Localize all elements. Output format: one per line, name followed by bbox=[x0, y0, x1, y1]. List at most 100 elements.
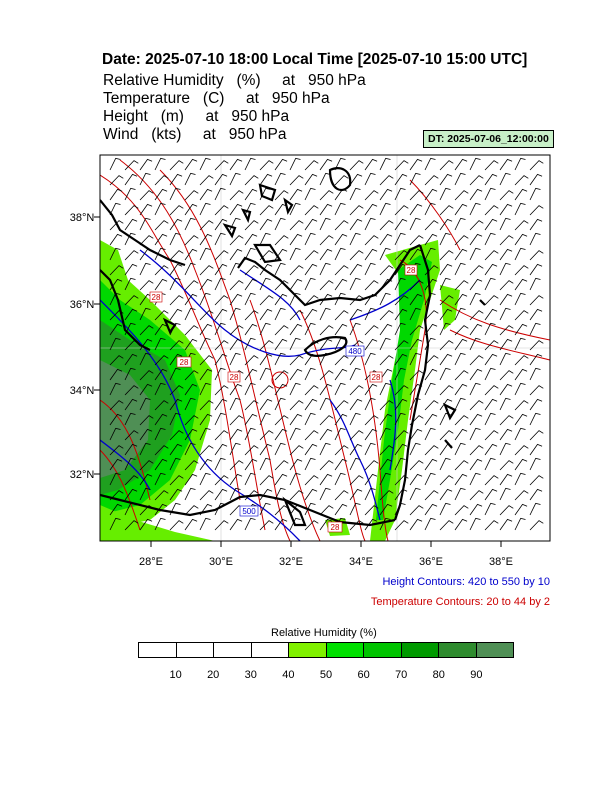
wind-barb bbox=[274, 235, 289, 246]
wind-barb bbox=[484, 398, 498, 411]
wind-barb bbox=[514, 400, 529, 411]
svg-text:28: 28 bbox=[331, 523, 340, 532]
wind-barb bbox=[319, 460, 334, 471]
wind-barb bbox=[229, 518, 243, 531]
wind-barb bbox=[169, 412, 181, 426]
wind-barb bbox=[394, 218, 408, 231]
wind-barb bbox=[274, 487, 286, 501]
wind-barb bbox=[529, 232, 541, 246]
height-label: 480 bbox=[345, 345, 365, 357]
wind-barb bbox=[394, 412, 406, 426]
wind-barb bbox=[259, 488, 273, 501]
wind-barb bbox=[349, 263, 363, 276]
wind-barb bbox=[319, 338, 333, 351]
wind-barb bbox=[349, 385, 364, 396]
wind-barb bbox=[379, 503, 393, 516]
wind-barb bbox=[349, 367, 361, 381]
wind-barb bbox=[169, 367, 181, 381]
wind-barb bbox=[214, 160, 229, 171]
wind-barb bbox=[454, 172, 466, 186]
wind-barb bbox=[124, 277, 136, 291]
wind-barb bbox=[484, 263, 498, 276]
wind-barb bbox=[529, 340, 544, 351]
latitude-labels: 38°N 36°N 34°N 32°N bbox=[70, 212, 95, 481]
wind-barb bbox=[154, 382, 166, 396]
wind-barb bbox=[139, 505, 154, 516]
colorbar-cell bbox=[139, 643, 177, 657]
wind-barb bbox=[499, 415, 514, 426]
wind-barb bbox=[229, 325, 244, 336]
wind-barb bbox=[319, 397, 331, 411]
wind-barb bbox=[484, 488, 498, 501]
wind-barb bbox=[289, 233, 303, 246]
wind-barb bbox=[439, 187, 451, 201]
wind-barb bbox=[484, 295, 499, 306]
wind-barb bbox=[274, 248, 288, 261]
wind-barb bbox=[529, 430, 544, 441]
wind-barb bbox=[424, 368, 438, 381]
wind-barb bbox=[199, 413, 213, 426]
wind-barb bbox=[229, 235, 244, 246]
wind-barb bbox=[109, 310, 124, 321]
wind-barb bbox=[454, 262, 466, 276]
wind-barb bbox=[334, 310, 349, 321]
wind-barb bbox=[424, 382, 436, 396]
wind-barb bbox=[154, 427, 166, 441]
wind-barb bbox=[259, 277, 271, 291]
wind-barb bbox=[379, 472, 391, 486]
wind-barb bbox=[484, 353, 498, 366]
wind-barb bbox=[304, 295, 319, 306]
wind-barb bbox=[499, 460, 514, 471]
wind-barb bbox=[379, 355, 394, 366]
wind-barb bbox=[199, 323, 213, 336]
wind-barb bbox=[199, 337, 211, 351]
wind-barb bbox=[184, 293, 198, 306]
wind-barb bbox=[124, 187, 136, 201]
colorbar-tick-label: 50 bbox=[319, 669, 333, 681]
wind-barb bbox=[169, 218, 183, 231]
wind-barb bbox=[349, 398, 363, 411]
wind-barb bbox=[349, 218, 363, 231]
wind-barb bbox=[199, 382, 211, 396]
wind-barb bbox=[334, 157, 346, 171]
wind-barb bbox=[229, 262, 241, 276]
wind-barb bbox=[139, 370, 154, 381]
wind-barb bbox=[259, 502, 271, 516]
wind-barb bbox=[124, 457, 136, 471]
wind-barb bbox=[454, 397, 466, 411]
wind-barb bbox=[304, 385, 319, 396]
wind-barb bbox=[529, 385, 544, 396]
wind-barb bbox=[199, 445, 214, 456]
wind-barb bbox=[439, 263, 453, 276]
wind-barb bbox=[184, 217, 196, 231]
wind-barb bbox=[229, 190, 244, 201]
wind-barb bbox=[454, 217, 466, 231]
wind-barb bbox=[349, 250, 364, 261]
wind-barb bbox=[454, 473, 468, 486]
wind-barb bbox=[154, 310, 169, 321]
wind-barb bbox=[439, 173, 453, 186]
wind-barb bbox=[244, 400, 259, 411]
wind-barb bbox=[484, 340, 499, 351]
wind-barb bbox=[514, 503, 528, 516]
wind-barb bbox=[139, 518, 153, 531]
wind-barb bbox=[469, 323, 483, 336]
wind-barb bbox=[499, 172, 511, 186]
wind-barb bbox=[274, 325, 289, 336]
wind-barb bbox=[454, 518, 468, 531]
wind-barb bbox=[244, 247, 256, 261]
wind-barb bbox=[364, 460, 379, 471]
wind-barb bbox=[514, 265, 529, 276]
wind-barb bbox=[379, 233, 393, 246]
wind-barb bbox=[334, 202, 346, 216]
wind-barb bbox=[319, 262, 331, 276]
wind-barb bbox=[214, 218, 228, 231]
wind-barb bbox=[529, 263, 543, 276]
wind-barb bbox=[364, 487, 376, 501]
wind-barb bbox=[109, 157, 121, 171]
wind-barb bbox=[394, 322, 406, 336]
wind-barb bbox=[454, 383, 468, 396]
wind-barb bbox=[529, 398, 543, 411]
wind-barb bbox=[439, 398, 453, 411]
wind-barb bbox=[304, 488, 318, 501]
